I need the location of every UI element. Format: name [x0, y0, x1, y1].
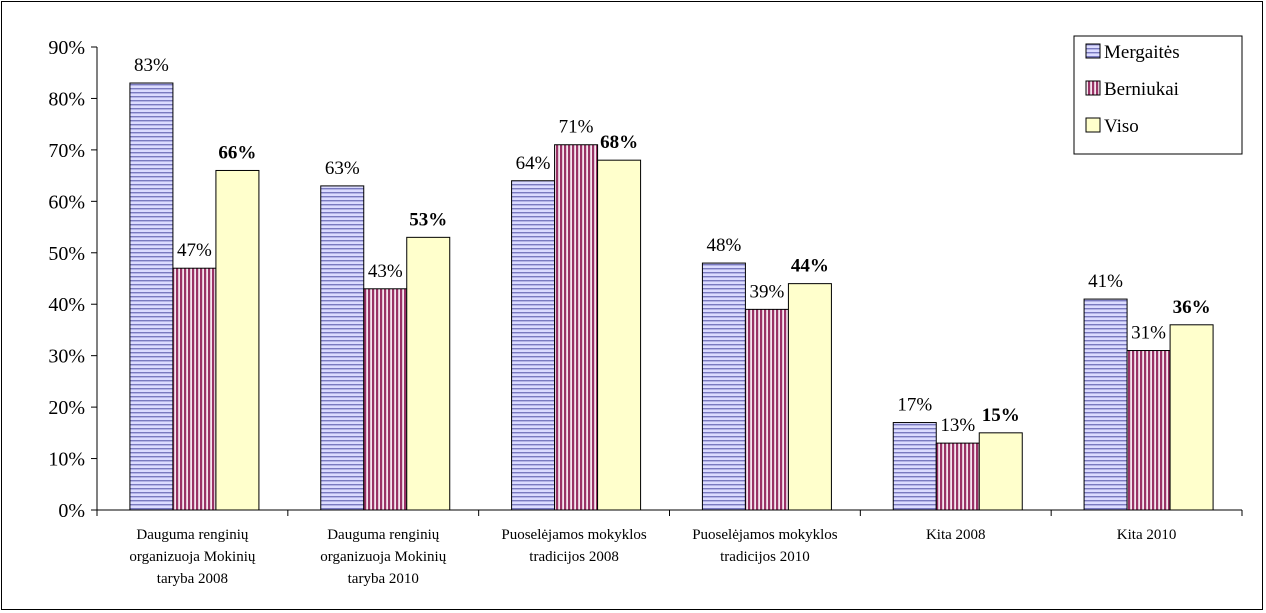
legend-label: Mergaitės: [1104, 42, 1180, 63]
legend-swatch: [1085, 43, 1101, 59]
data-label: 68%: [600, 132, 638, 153]
data-label: 47%: [177, 240, 212, 261]
y-tick-label: 10%: [48, 449, 85, 471]
bar: [1083, 298, 1128, 511]
data-label: 71%: [559, 117, 594, 138]
data-label: 36%: [1173, 297, 1211, 318]
x-category-label: taryba 2008: [157, 571, 228, 587]
bar: [701, 262, 746, 511]
data-label: 41%: [1088, 271, 1123, 292]
data-label: 39%: [750, 281, 785, 302]
legend: Mergaitės Berniukai Viso: [1073, 35, 1243, 155]
x-category-label: organizuoja Mokinių: [129, 549, 255, 565]
bar: [787, 283, 832, 511]
data-label: 48%: [707, 235, 742, 256]
x-category-label: Kita 2010: [1117, 527, 1177, 543]
y-tick-label: 70%: [48, 140, 85, 162]
x-category-label: Puoselėjamos mokyklos: [501, 527, 647, 543]
y-tick-label: 40%: [48, 294, 85, 316]
bar: [892, 422, 937, 511]
data-label: 15%: [982, 405, 1020, 426]
bar: [406, 236, 451, 511]
x-category-label: Dauguma renginių: [136, 527, 249, 543]
data-label: 63%: [325, 158, 360, 179]
x-category-label: taryba 2010: [348, 571, 419, 587]
bars: [129, 82, 1214, 511]
data-label: 83%: [134, 55, 169, 76]
data-label: 43%: [368, 261, 403, 282]
bar: [129, 82, 174, 511]
y-tick-label: 50%: [48, 243, 85, 265]
y-tick-label: 30%: [48, 346, 85, 368]
x-category-label: tradicijos 2010: [720, 549, 810, 565]
bar: [1169, 324, 1214, 511]
bar: [554, 144, 599, 511]
bar: [363, 288, 408, 511]
data-label: 53%: [409, 209, 447, 230]
legend-swatch: [1085, 80, 1101, 96]
bar: [744, 308, 789, 511]
y-tick-label: 90%: [48, 37, 85, 59]
data-labels: 83% 63% 64% 48% 17% 41% 47% 43% 71% 39% 13% 31% 66% 5…: [134, 55, 1211, 436]
bar: [172, 267, 217, 511]
data-label: 17%: [897, 395, 932, 416]
x-category-label: tradicijos 2008: [529, 549, 619, 565]
data-label: 64%: [516, 153, 551, 174]
x-category-label: Puoselėjamos mokyklos: [692, 527, 838, 543]
axes: 0% 10% 20% 30% 40% 50% 60% 70% 80% 90% Dauguma ren…: [48, 37, 1243, 587]
y-tick-label: 60%: [48, 191, 85, 213]
bar: [1126, 350, 1171, 511]
x-category-label: Dauguma renginių: [327, 527, 440, 543]
x-category-label: Kita 2008: [926, 527, 986, 543]
data-label: 66%: [218, 142, 256, 163]
bar: [511, 180, 556, 511]
legend-swatch: [1085, 117, 1101, 133]
bar: [320, 185, 365, 511]
y-tick-label: 0%: [58, 500, 85, 522]
legend-box: [1073, 35, 1243, 155]
bar: [215, 169, 260, 511]
bar: [935, 442, 980, 511]
bar: [978, 432, 1023, 511]
data-label: 44%: [791, 256, 829, 277]
y-tick-label: 20%: [48, 397, 85, 419]
y-tick-label: 80%: [48, 88, 85, 110]
legend-label: Berniukai: [1104, 79, 1179, 100]
x-category-label: organizuoja Mokinių: [320, 549, 446, 565]
data-label: 13%: [940, 415, 975, 436]
data-label: 31%: [1131, 323, 1166, 344]
bar: [597, 159, 642, 511]
legend-label: Viso: [1104, 116, 1139, 137]
